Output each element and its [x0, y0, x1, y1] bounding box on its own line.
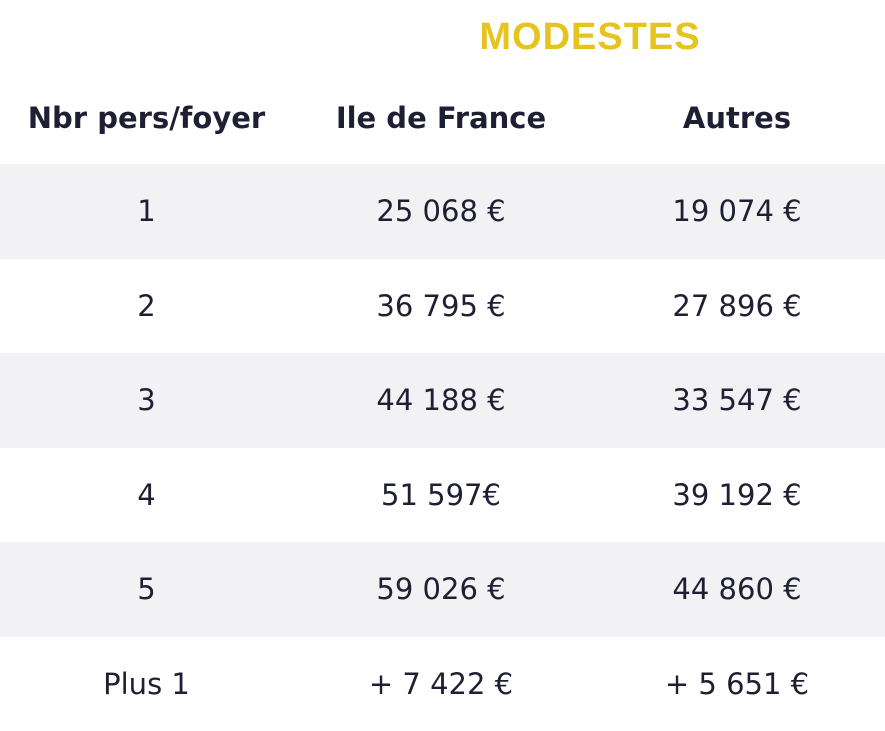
header-row: Nbr pers/foyer Ile de France Autres: [0, 72, 885, 164]
cell-autres: 33 547 €: [589, 353, 885, 448]
cell-household-size: 3: [0, 353, 293, 448]
cell-household-size: 1: [0, 164, 293, 259]
cell-autres: 39 192 €: [589, 448, 885, 543]
cell-autres: 19 074 €: [589, 164, 885, 259]
header-autres: Autres: [589, 72, 885, 164]
cell-ile-de-france: + 7 422 €: [293, 637, 589, 731]
table-row: 2 36 795 € 27 896 €: [0, 259, 885, 354]
table-title: MODESTES: [440, 16, 740, 59]
table-row: 5 59 026 € 44 860 €: [0, 542, 885, 637]
cell-ile-de-france: 25 068 €: [293, 164, 589, 259]
cell-ile-de-france: 51 597€: [293, 448, 589, 543]
table-row: Plus 1 + 7 422 € + 5 651 €: [0, 637, 885, 731]
cell-ile-de-france: 59 026 €: [293, 542, 589, 637]
table-row: 3 44 188 € 33 547 €: [0, 353, 885, 448]
header-ile-de-france: Ile de France: [293, 72, 589, 164]
table-row: 1 25 068 € 19 074 €: [0, 164, 885, 259]
cell-household-size: 5: [0, 542, 293, 637]
cell-household-size: 2: [0, 259, 293, 354]
cell-ile-de-france: 44 188 €: [293, 353, 589, 448]
table-row: 4 51 597€ 39 192 €: [0, 448, 885, 543]
cell-autres: + 5 651 €: [589, 637, 885, 731]
income-table: Nbr pers/foyer Ile de France Autres 1 25…: [0, 72, 885, 731]
cell-ile-de-france: 36 795 €: [293, 259, 589, 354]
cell-autres: 44 860 €: [589, 542, 885, 637]
cell-autres: 27 896 €: [589, 259, 885, 354]
cell-household-size: Plus 1: [0, 637, 293, 731]
cell-household-size: 4: [0, 448, 293, 543]
header-household-size: Nbr pers/foyer: [0, 72, 293, 164]
